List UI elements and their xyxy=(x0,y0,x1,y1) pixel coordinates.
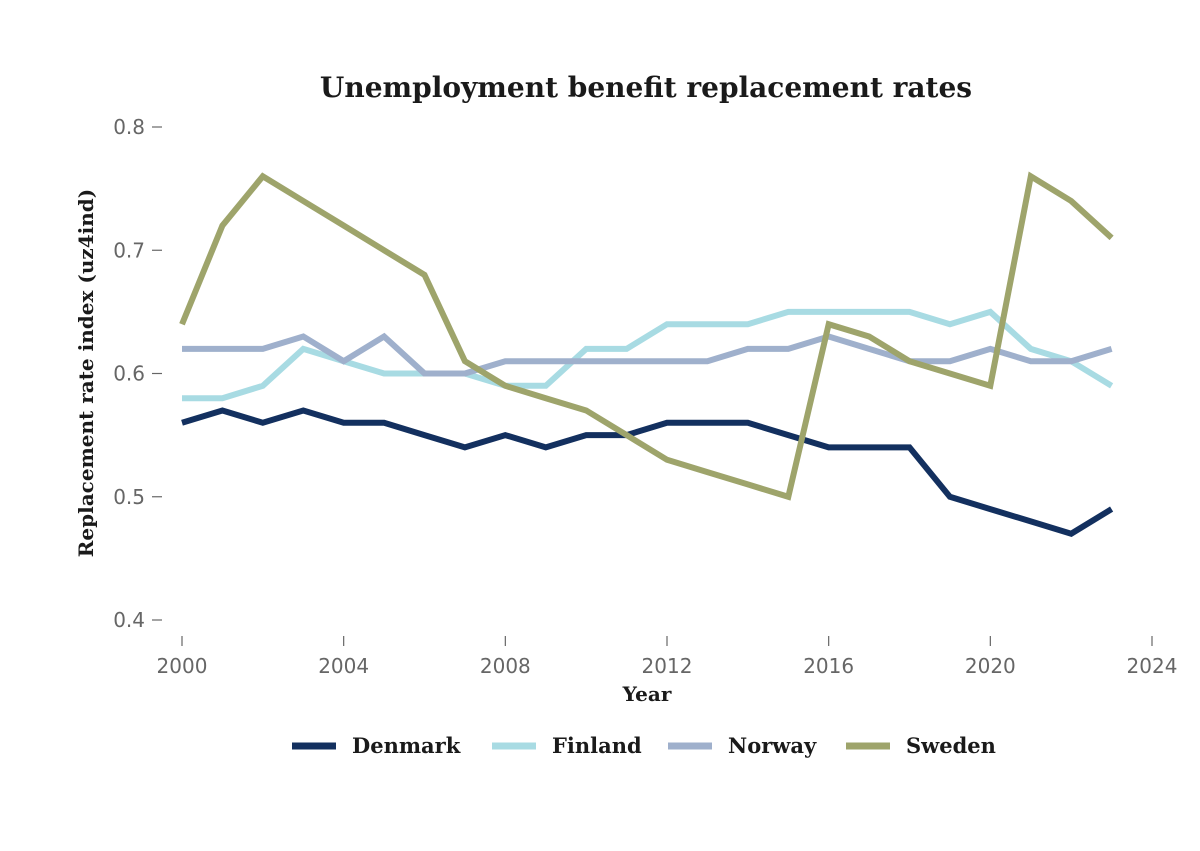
y-tick-label: 0.4 xyxy=(113,608,145,632)
legend-label: Norway xyxy=(728,733,817,758)
x-axis: 2000 2004 2008 2012 2016 2020 2024 xyxy=(157,636,1178,678)
legend-item-sweden: Sweden xyxy=(846,733,996,758)
chart-title: Unemployment benefit replacement rates xyxy=(320,71,972,104)
y-tick-label: 0.8 xyxy=(113,115,145,139)
legend-item-finland: Finland xyxy=(492,733,642,758)
x-axis-label: Year xyxy=(622,682,672,706)
y-axis-label: Replacement rate index (uz4ind) xyxy=(74,189,98,557)
y-tick-label: 0.5 xyxy=(113,485,145,509)
legend-label: Denmark xyxy=(352,733,461,758)
x-tick-label: 2020 xyxy=(965,654,1016,678)
x-tick-label: 2012 xyxy=(642,654,693,678)
x-tick-label: 2024 xyxy=(1127,654,1178,678)
y-tick-label: 0.6 xyxy=(113,362,145,386)
y-tick-label: 0.7 xyxy=(113,238,145,262)
legend-item-denmark: Denmark xyxy=(292,733,461,758)
x-tick-label: 2004 xyxy=(318,654,369,678)
x-tick-label: 2016 xyxy=(803,654,854,678)
series-line-denmark xyxy=(181,407,1114,537)
x-tick-label: 2008 xyxy=(480,654,531,678)
plot-area xyxy=(179,171,1114,537)
x-tick-label: 2000 xyxy=(157,654,208,678)
y-axis: 0.4 0.5 0.6 0.7 0.8 xyxy=(113,115,162,632)
series-line-norway xyxy=(182,332,1113,377)
legend-label: Sweden xyxy=(906,733,996,758)
legend-label: Finland xyxy=(552,733,642,758)
legend-item-norway: Norway xyxy=(668,733,817,758)
series-line-sweden xyxy=(179,171,1114,501)
legend: Denmark Finland Norway Sweden xyxy=(292,733,996,758)
